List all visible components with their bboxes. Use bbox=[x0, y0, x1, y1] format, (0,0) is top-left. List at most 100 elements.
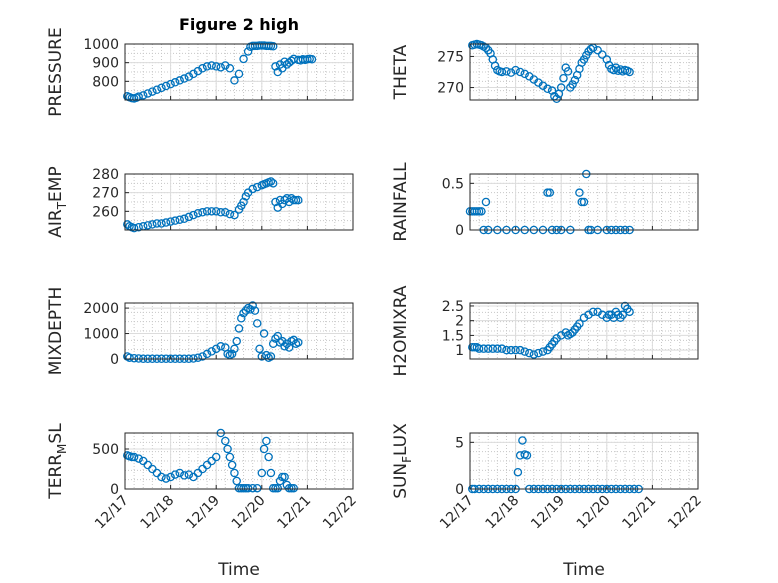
data-point bbox=[180, 214, 189, 224]
data-point bbox=[520, 69, 529, 79]
y-axis-label: SUNFLUX bbox=[391, 423, 414, 499]
data-point bbox=[284, 483, 294, 493]
data-point bbox=[170, 78, 180, 87]
data-point bbox=[566, 329, 575, 339]
data-point bbox=[227, 460, 237, 470]
axis-box bbox=[469, 432, 699, 490]
y-tick-label: 2 bbox=[455, 314, 464, 330]
data-point bbox=[618, 310, 628, 320]
y-tick-label: 275 bbox=[437, 49, 464, 65]
data-point bbox=[278, 472, 287, 482]
y-axis-label: THETA bbox=[391, 44, 411, 100]
x-tick-label: 12/17 bbox=[437, 493, 477, 533]
data-point bbox=[474, 207, 484, 216]
data-point bbox=[175, 76, 184, 85]
data-point bbox=[479, 344, 488, 353]
subplot-4: 0 1000 2000 MIXDEPTH bbox=[46, 287, 354, 375]
data-point bbox=[237, 314, 246, 323]
data-point bbox=[287, 483, 296, 493]
data-point bbox=[143, 221, 153, 230]
data-point bbox=[268, 179, 278, 188]
y-tick-label: 0 bbox=[455, 482, 464, 498]
y-tick-label: 280 bbox=[92, 167, 119, 183]
data-point bbox=[563, 67, 573, 76]
data-point bbox=[534, 348, 543, 358]
data-point bbox=[493, 344, 502, 353]
data-point bbox=[221, 208, 230, 217]
data-point bbox=[588, 307, 598, 317]
data-point bbox=[216, 342, 226, 351]
data-point bbox=[262, 436, 271, 446]
data-point bbox=[559, 73, 568, 83]
data-point bbox=[294, 338, 303, 347]
data-point bbox=[266, 177, 276, 186]
y-axis-label: H2OMIXRA bbox=[391, 285, 411, 376]
data-point bbox=[166, 79, 175, 89]
x-axis-label: Time bbox=[562, 560, 605, 580]
data-point bbox=[497, 344, 507, 353]
data-point bbox=[243, 483, 253, 493]
data-point bbox=[202, 62, 212, 71]
data-point bbox=[225, 64, 235, 73]
data-point bbox=[138, 91, 148, 100]
subplot-5: 11.522.5 H2OMIXRA bbox=[391, 285, 699, 377]
data-point bbox=[268, 41, 278, 51]
data-point bbox=[198, 352, 207, 361]
data-point bbox=[180, 74, 189, 83]
data-point bbox=[474, 344, 484, 353]
data-point bbox=[202, 349, 212, 359]
data-point bbox=[148, 220, 157, 229]
data-point bbox=[230, 344, 239, 354]
y-tick-label: 0 bbox=[110, 482, 119, 498]
data-point bbox=[273, 483, 283, 493]
data-point bbox=[266, 468, 276, 478]
data-point bbox=[520, 347, 529, 356]
data-point bbox=[232, 336, 241, 346]
data-point bbox=[257, 468, 267, 478]
x-tick-label: 12/20 bbox=[574, 493, 614, 533]
data-point bbox=[575, 188, 584, 197]
data-point bbox=[515, 345, 525, 355]
data-point bbox=[252, 182, 262, 192]
data-point bbox=[248, 301, 257, 310]
y-tick-label: 1000 bbox=[83, 37, 119, 53]
data-point bbox=[268, 483, 278, 493]
data-point bbox=[264, 41, 273, 51]
data-point bbox=[472, 207, 482, 216]
data-point bbox=[556, 83, 566, 92]
data-point bbox=[170, 216, 180, 225]
y-tick-label: 2000 bbox=[83, 301, 119, 317]
axis-box bbox=[124, 43, 354, 101]
data-point bbox=[241, 306, 251, 315]
data-point bbox=[252, 483, 262, 493]
data-point bbox=[625, 307, 634, 317]
data-point bbox=[577, 197, 586, 207]
data-point bbox=[198, 208, 207, 217]
data-point bbox=[239, 308, 248, 318]
y-tick-label: 0 bbox=[110, 352, 119, 368]
data-point bbox=[513, 467, 523, 477]
x-tick-label: 12/19 bbox=[528, 493, 568, 533]
y-tick-label: 270 bbox=[92, 186, 119, 202]
data-point bbox=[280, 472, 289, 482]
data-point bbox=[170, 470, 180, 479]
data-point bbox=[543, 188, 552, 197]
y-tick-label: 5 bbox=[455, 435, 464, 451]
data-point bbox=[123, 220, 132, 229]
data-point bbox=[152, 219, 162, 228]
data-point bbox=[152, 85, 162, 94]
data-point bbox=[477, 207, 486, 216]
data-point bbox=[525, 348, 534, 358]
data-point bbox=[593, 45, 602, 55]
data-point bbox=[518, 436, 527, 445]
data-point bbox=[157, 219, 166, 228]
data-point bbox=[234, 69, 244, 79]
data-point bbox=[294, 195, 303, 205]
y-axis-label: PRESSURE bbox=[46, 27, 66, 116]
axis-box bbox=[124, 173, 354, 231]
data-point bbox=[184, 212, 194, 222]
data-point bbox=[259, 444, 269, 454]
data-point bbox=[223, 444, 232, 454]
x-tick-label: 12/17 bbox=[92, 493, 132, 533]
data-point bbox=[239, 483, 248, 493]
